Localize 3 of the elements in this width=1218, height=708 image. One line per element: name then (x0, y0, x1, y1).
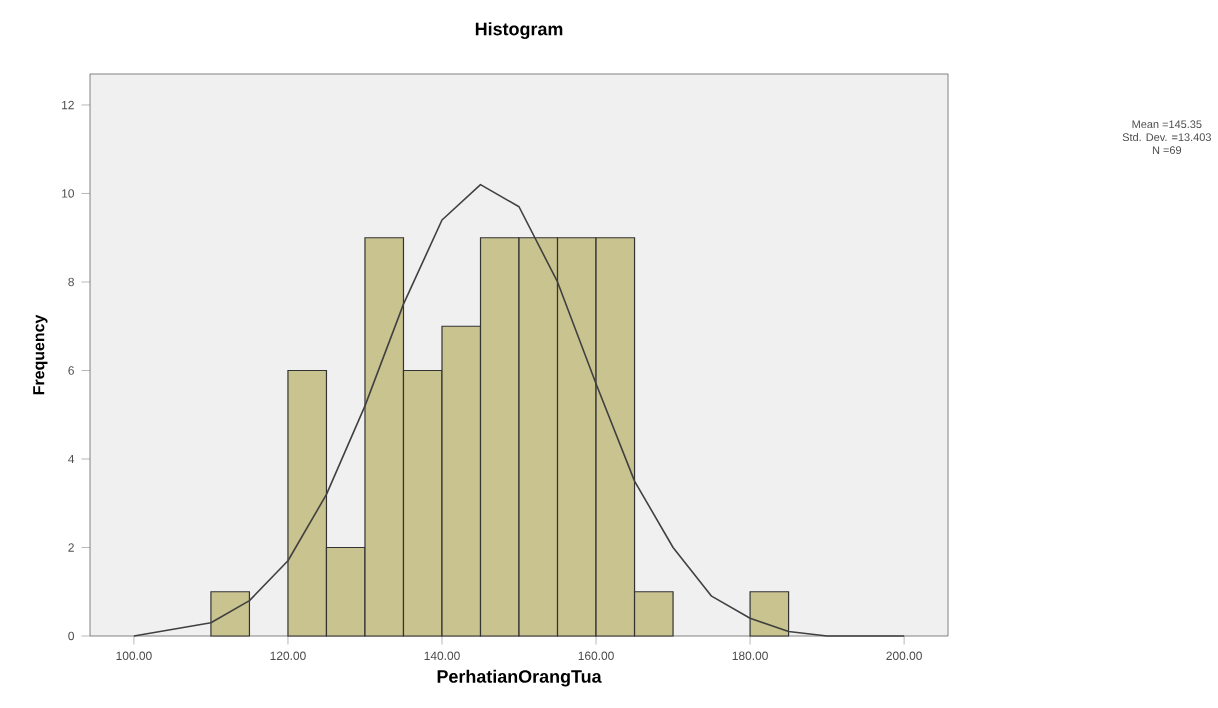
x-axis-title: PerhatianOrangTua (437, 669, 602, 687)
chart-title: Histogram (475, 22, 563, 40)
line-series (133, 183, 905, 637)
